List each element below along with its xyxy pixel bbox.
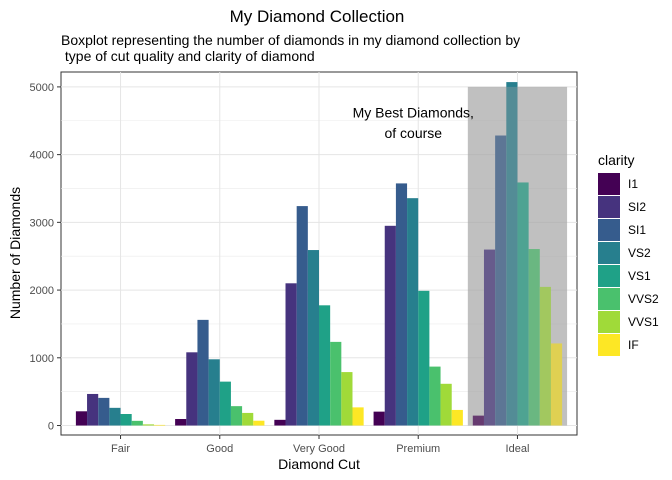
x-axis: Fair Good Very Good Premium Ideal	[111, 435, 529, 455]
legend-key-vs1	[598, 265, 620, 287]
bar-si1-ideal	[495, 135, 507, 426]
bar-vvs2-good	[230, 406, 243, 426]
bar-vs2-ideal	[506, 82, 518, 426]
x-tick-label: Very Good	[293, 443, 345, 455]
bar-vvs2-premium	[429, 366, 441, 426]
legend-key-if	[598, 334, 620, 356]
annotation: My Best Diamonds, of course	[353, 105, 474, 141]
y-axis-title: Number of Diamonds	[7, 187, 23, 319]
legend-label-vs1: VS1	[628, 269, 651, 283]
legend: I1 SI2 SI1 VS2 VS1 VVS2 VVS1 IF	[598, 173, 659, 356]
bar-si2-fair	[87, 393, 99, 426]
legend-label-vs2: VS2	[628, 246, 651, 260]
y-tick-label: 0	[48, 421, 54, 433]
bar-si2-good	[186, 352, 198, 426]
bar-si1-fair	[98, 397, 110, 426]
y-tick-label: 5000	[30, 82, 54, 94]
bar-if-very-good	[352, 407, 364, 426]
x-axis-title: Diamond Cut	[278, 456, 360, 472]
bar-vs1-premium	[418, 290, 430, 426]
legend-label-vvs2: VVS2	[628, 292, 659, 306]
legend-key-vvs1	[598, 311, 620, 333]
bar-vvs1-premium	[440, 383, 452, 426]
bars	[75, 82, 568, 426]
annotation-line-2: of course	[384, 125, 442, 141]
legend-key-vs2	[598, 242, 620, 264]
bar-i1-good	[175, 419, 187, 426]
bar-vvs1-fair	[142, 424, 155, 426]
bar-si1-premium	[395, 183, 408, 426]
bar-vvs2-fair	[131, 420, 143, 426]
y-axis: 0 1000 2000 3000 4000 5000	[30, 82, 61, 433]
bar-vs1-very-good	[319, 305, 331, 426]
legend-key-vvs2	[598, 288, 620, 310]
bar-si2-premium	[384, 225, 396, 426]
bar-vvs1-ideal	[539, 286, 551, 426]
bar-vs2-very-good	[307, 250, 319, 426]
bar-si2-very-good	[285, 283, 297, 426]
bar-vs2-good	[208, 359, 220, 426]
legend-label-vvs1: VVS1	[628, 315, 659, 329]
legend-label-si1: SI1	[628, 223, 646, 237]
chart-subtitle-line-1: Boxplot representing the number of diamo…	[61, 32, 520, 48]
bar-if-ideal	[550, 343, 563, 426]
x-tick-label: Good	[206, 443, 233, 455]
bar-vs2-premium	[407, 198, 419, 426]
legend-label-i1: I1	[628, 177, 638, 191]
bar-i1-premium	[373, 411, 385, 426]
bar-if-fair	[154, 424, 166, 426]
legend-key-si1	[598, 219, 620, 241]
bar-if-good	[253, 420, 265, 426]
legend-label-si2: SI2	[628, 200, 646, 214]
bar-vvs2-ideal	[528, 249, 540, 426]
x-tick-label: Fair	[111, 443, 130, 455]
bar-i1-fair	[75, 411, 88, 426]
bar-vs1-fair	[120, 414, 132, 426]
legend-label-if: IF	[628, 338, 639, 352]
bar-vvs1-very-good	[341, 372, 353, 426]
bar-i1-very-good	[274, 419, 286, 426]
bar-si1-very-good	[296, 206, 308, 426]
y-tick-label: 2000	[30, 285, 54, 297]
highlight-overlay	[467, 86, 568, 426]
bar-i1-ideal	[472, 415, 484, 426]
bar-vvs1-good	[242, 412, 254, 426]
x-tick-label: Premium	[396, 443, 440, 455]
x-tick-label: Ideal	[506, 443, 530, 455]
bar-vs1-good	[219, 381, 231, 426]
y-tick-label: 1000	[30, 353, 54, 365]
bar-si1-good	[197, 319, 209, 426]
legend-title: clarity	[598, 152, 635, 168]
bar-vs2-fair	[109, 407, 121, 426]
bar-vvs2-very-good	[330, 341, 342, 426]
legend-key-si2	[598, 196, 620, 218]
chart-title: My Diamond Collection	[230, 7, 405, 26]
annotation-line-1: My Best Diamonds,	[353, 105, 474, 121]
bar-if-premium	[451, 409, 463, 426]
bar-si2-ideal	[483, 249, 496, 426]
y-tick-label: 3000	[30, 217, 54, 229]
chart-subtitle-line-2: type of cut quality and clarity of diamo…	[61, 48, 315, 64]
legend-key-i1	[598, 173, 620, 195]
y-tick-label: 4000	[30, 150, 54, 162]
bar-vs1-ideal	[517, 182, 529, 426]
